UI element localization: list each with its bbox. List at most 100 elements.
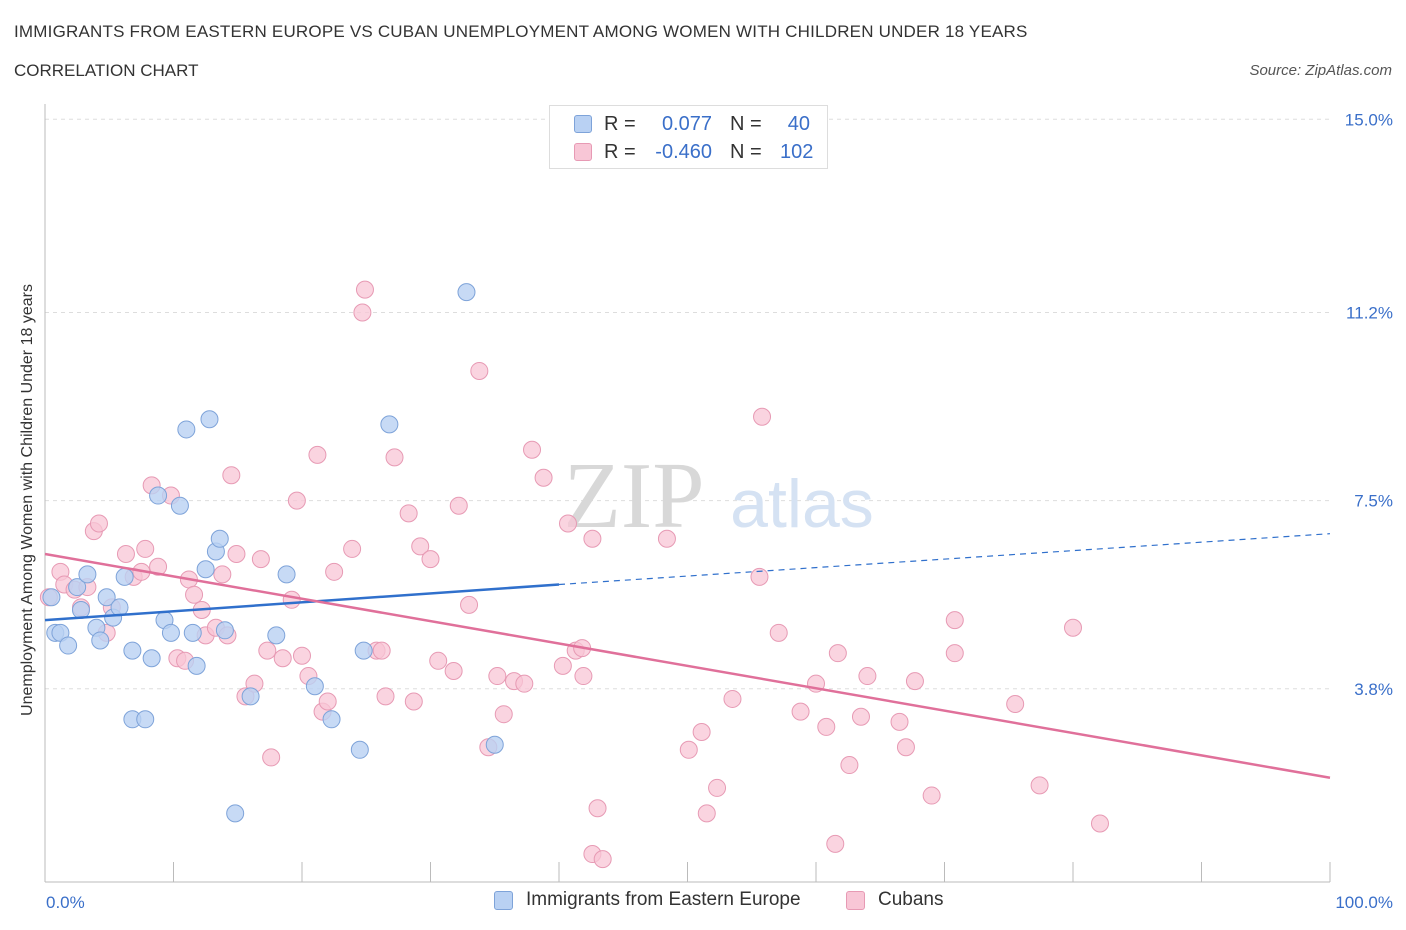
axes [44,104,1331,883]
data-point-cubans [149,557,168,576]
data-point-cubans [593,850,612,869]
data-point-eastern-europe [177,420,196,439]
data-point-cubans [1090,814,1109,833]
data-point-eastern-europe [115,567,134,586]
data-point-cubans [449,496,468,515]
data-point-eastern-europe [485,735,504,754]
x-tick-label-max: 100.0% [1335,893,1393,912]
chart-subtitle: CORRELATION CHART [14,61,199,80]
data-point-cubans [444,661,463,680]
data-point-cubans [574,667,593,686]
data-point-eastern-europe [170,496,189,515]
data-point-cubans [945,611,964,630]
legend-swatch-blue [494,890,513,910]
data-point-cubans [553,656,572,675]
data-point-cubans [791,702,810,721]
data-point-cubans [404,692,423,711]
legend-swatch-pink [574,143,592,161]
data-point-cubans [251,550,270,569]
data-point-eastern-europe [380,415,399,434]
data-point-eastern-europe [187,656,206,675]
data-point-cubans [385,448,404,467]
data-point-cubans [308,445,327,464]
legend-r-label: R = [604,140,636,163]
data-point-cubans [1030,776,1049,795]
data-point-eastern-europe [183,623,202,642]
data-point-cubans [258,641,277,660]
data-point-cubans [534,468,553,487]
legend-item-eastern-europe: Immigrants from Eastern Europe [494,889,801,911]
data-point-cubans [1006,695,1025,714]
data-point-eastern-europe [200,410,219,429]
data-point-cubans [828,644,847,663]
data-point-cubans [185,585,204,604]
legend-n-label: N = [730,140,762,163]
watermark: ZIP atlas [564,444,874,548]
data-point-cubans [657,529,676,548]
data-point-cubans [945,644,964,663]
data-point-eastern-europe [277,565,296,584]
legend-row-cubans: R = -0.460 N = 102 [574,140,814,164]
legend-n-value: 102 [780,140,814,163]
data-point-cubans [470,361,489,380]
data-point-cubans [494,705,513,724]
data-point-eastern-europe [354,641,373,660]
legend-n-value: 40 [787,112,810,135]
y-axis-label: Unemployment Among Women with Children U… [19,284,36,716]
data-point-cubans [411,537,430,556]
data-point-eastern-europe [42,588,61,607]
y-tick-label: 3.8% [1354,680,1393,699]
data-point-cubans [227,545,246,564]
data-point-eastern-europe [226,804,245,823]
trend-line-cubans [44,552,1331,779]
data-point-eastern-europe [241,687,260,706]
legend-row-eastern-europe: R = 0.077 N = 40 [574,112,810,136]
data-point-cubans [429,651,448,670]
series-eastern-europe [42,283,504,823]
data-point-cubans [896,738,915,757]
data-point-eastern-europe [215,621,234,640]
data-point-cubans [858,667,877,686]
legend-r-value: 0.077 [661,112,712,135]
watermark-zip: ZIP [564,444,705,548]
legend-r-label: R = [604,112,636,135]
data-point-cubans [515,674,534,693]
legend-label-cubans: Cubans [878,889,944,910]
y-tick-label: 15.0% [1345,110,1393,129]
data-point-cubans [293,646,311,665]
data-point-cubans [692,722,711,741]
trend-line-eastern-europe-dashed [558,533,1331,586]
data-point-cubans [1064,618,1082,637]
data-point-cubans [753,407,772,426]
data-point-eastern-europe [457,283,476,302]
watermark-atlas: atlas [730,466,874,542]
data-point-cubans [353,303,372,322]
data-point-cubans [460,595,479,614]
data-point-cubans [523,440,542,459]
data-point-cubans [723,689,742,708]
data-point-cubans [372,641,391,660]
legend-r-value: -0.460 [655,140,712,163]
legend-item-cubans: Cubans [846,889,944,911]
data-point-cubans [679,740,698,759]
trend-lines [44,533,1331,779]
data-point-eastern-europe [97,588,116,607]
data-point-cubans [840,756,859,775]
data-point-eastern-europe [123,641,142,660]
legend-swatch-blue [574,115,592,133]
data-point-cubans [136,539,155,558]
data-point-eastern-europe [350,740,369,759]
y-axis-label-container: Unemployment Among Women with Children U… [14,120,42,880]
grid-lines [45,118,1330,690]
data-point-cubans [116,545,135,564]
data-point-eastern-europe [322,710,341,729]
data-point-cubans [488,667,507,686]
data-point-cubans [325,562,344,581]
data-point-cubans [399,504,418,523]
data-point-cubans [769,623,788,642]
data-point-cubans [89,514,108,533]
data-point-eastern-europe [210,529,229,548]
legend-n-label: N = [730,112,762,135]
data-point-eastern-europe [71,600,90,619]
